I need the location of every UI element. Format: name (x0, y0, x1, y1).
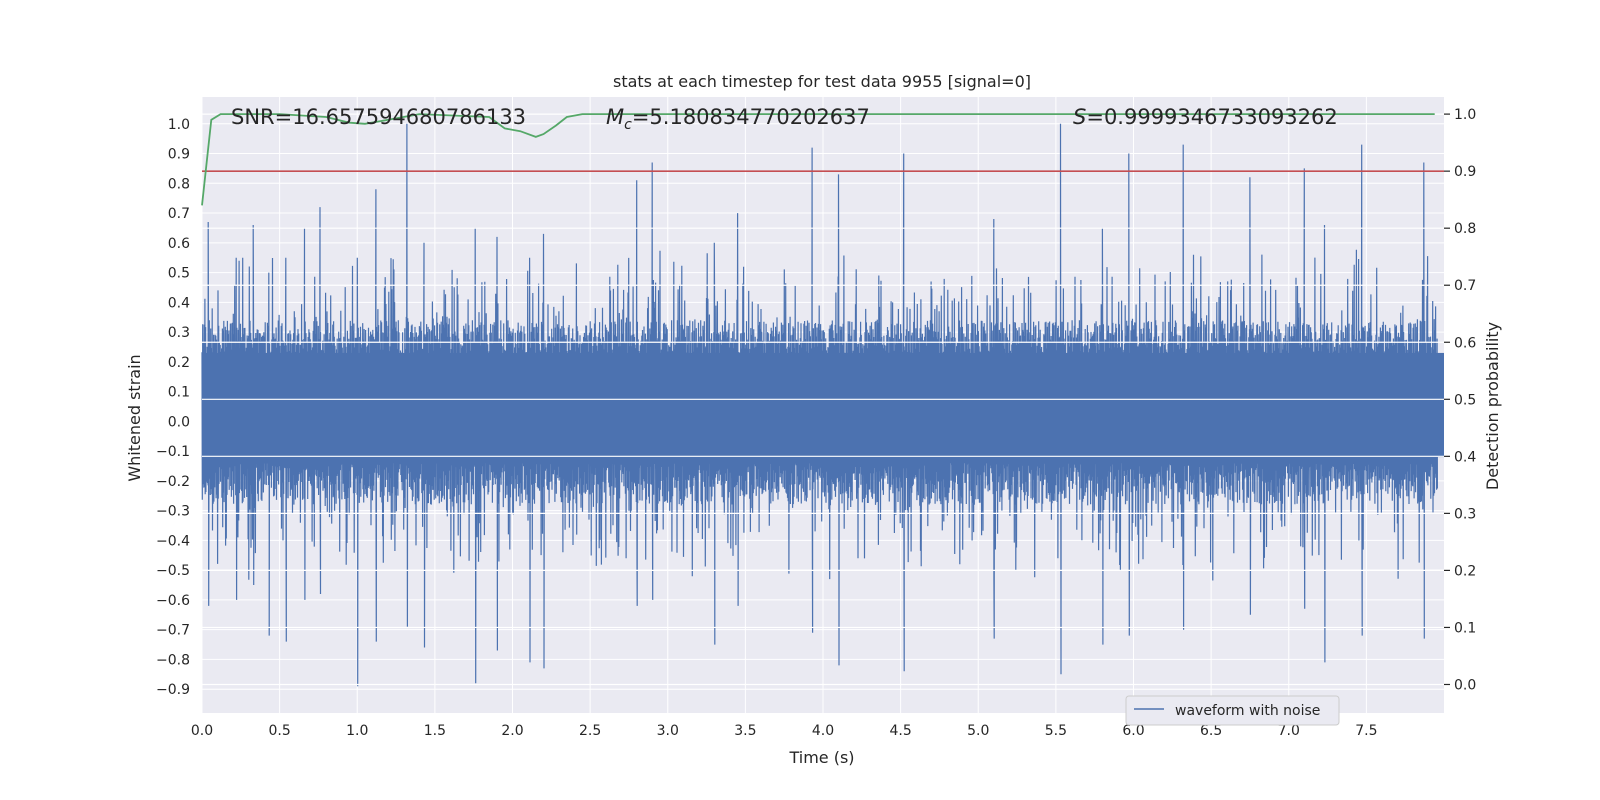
left-y-tick-label: 0.6 (168, 236, 190, 252)
x-tick-label: 1.5 (424, 723, 446, 739)
legend-label: waveform with noise (1175, 703, 1320, 719)
s-annotation: S=0.9999346733093262 (1073, 105, 1338, 129)
s-symbol: S (1073, 105, 1086, 129)
mc-subscript: c (624, 117, 632, 133)
left-y-tick-label: −0.2 (156, 474, 190, 490)
x-tick-label: 3.0 (657, 723, 679, 739)
s-value: =0.9999346733093262 (1086, 105, 1337, 129)
right-y-axis-label: Detection probability (1483, 322, 1502, 490)
x-tick-label: 4.5 (889, 723, 911, 739)
x-tick-label: 6.5 (1200, 723, 1222, 739)
left-y-tick-label: −0.9 (156, 682, 190, 698)
mc-symbol: M (606, 105, 624, 129)
right-y-tick-label: 0.3 (1454, 506, 1476, 522)
left-y-tick-label: 0.3 (168, 325, 190, 341)
x-tick-label: 7.5 (1355, 723, 1377, 739)
right-y-tick-label: 0.0 (1454, 677, 1476, 693)
right-y-tick-label: 0.4 (1454, 449, 1476, 465)
x-tick-label: 1.0 (346, 723, 368, 739)
left-y-tick-label: 0.0 (168, 414, 190, 430)
left-y-tick-label: 0.4 (168, 295, 190, 311)
left-y-tick-label: 1.0 (168, 117, 190, 133)
legend: waveform with noise (1125, 695, 1340, 726)
left-y-tick-label: −0.8 (156, 652, 190, 668)
snr-annotation: SNR=16.657594680786133 (231, 105, 526, 129)
left-y-tick-label: 0.2 (168, 355, 190, 371)
x-tick-label: 4.0 (812, 723, 834, 739)
left-y-axis-ticks: −0.9 −0.8 −0.7 −0.6 −0.5 −0.4 −0.3 −0.2 −0.1 0.0 0… (156, 117, 190, 698)
right-y-tick-label: 0.7 (1454, 278, 1476, 294)
x-tick-label: 0.5 (268, 723, 290, 739)
left-y-tick-label: 0.9 (168, 147, 190, 163)
right-y-tick-label: 0.6 (1454, 335, 1476, 351)
left-y-tick-label: −0.3 (156, 504, 190, 520)
legend-box (1125, 695, 1340, 726)
right-y-tick-label: 0.2 (1454, 563, 1476, 579)
left-y-tick-label: 0.5 (168, 266, 190, 282)
x-axis-ticks: 0.0 0.5 1.0 1.5 2.0 2.5 3.0 3.5 4.0 4.5 5.0 5.5 6.0 6… (191, 723, 1378, 739)
x-tick-label: 6.0 (1122, 723, 1144, 739)
left-y-tick-label: −0.7 (156, 623, 190, 639)
right-y-tick-label: 0.1 (1454, 620, 1476, 636)
left-y-tick-label: −0.4 (156, 533, 190, 549)
left-y-tick-label: −0.1 (156, 444, 190, 460)
right-y-axis-ticks: 0.0 0.1 0.2 0.3 0.4 0.5 0.6 0.7 0.8 0.9 1.0 (1444, 107, 1476, 693)
x-tick-label: 5.0 (967, 723, 989, 739)
left-y-axis-label: Whitened strain (125, 354, 144, 481)
right-y-tick-label: 0.9 (1454, 164, 1476, 180)
x-tick-label: 7.0 (1278, 723, 1300, 739)
x-tick-label: 5.5 (1045, 723, 1067, 739)
waveform-with-noise-series (201, 123, 1444, 687)
x-tick-label: 3.5 (734, 723, 756, 739)
waveform-core (202, 352, 1444, 458)
x-axis-label: Time (s) (788, 748, 854, 767)
left-y-tick-label: 0.7 (168, 206, 190, 222)
x-tick-label: 0.0 (191, 723, 213, 739)
mc-value: =5.180834770202637 (632, 105, 870, 129)
right-y-tick-label: 0.5 (1454, 392, 1476, 408)
chart-title: stats at each timestep for test data 995… (613, 72, 1031, 91)
left-y-tick-label: 0.8 (168, 176, 190, 192)
left-y-tick-label: −0.5 (156, 563, 190, 579)
chirp-mass-annotation: Mc=5.180834770202637 (606, 105, 870, 133)
detection-probability-line (201, 113, 1435, 206)
left-y-tick-label: 0.1 (168, 385, 190, 401)
x-tick-label: 2.0 (501, 723, 523, 739)
right-y-tick-label: 0.8 (1454, 221, 1476, 237)
x-tick-label: 2.5 (579, 723, 601, 739)
right-y-tick-label: 1.0 (1454, 107, 1476, 123)
left-y-tick-label: −0.6 (156, 593, 190, 609)
